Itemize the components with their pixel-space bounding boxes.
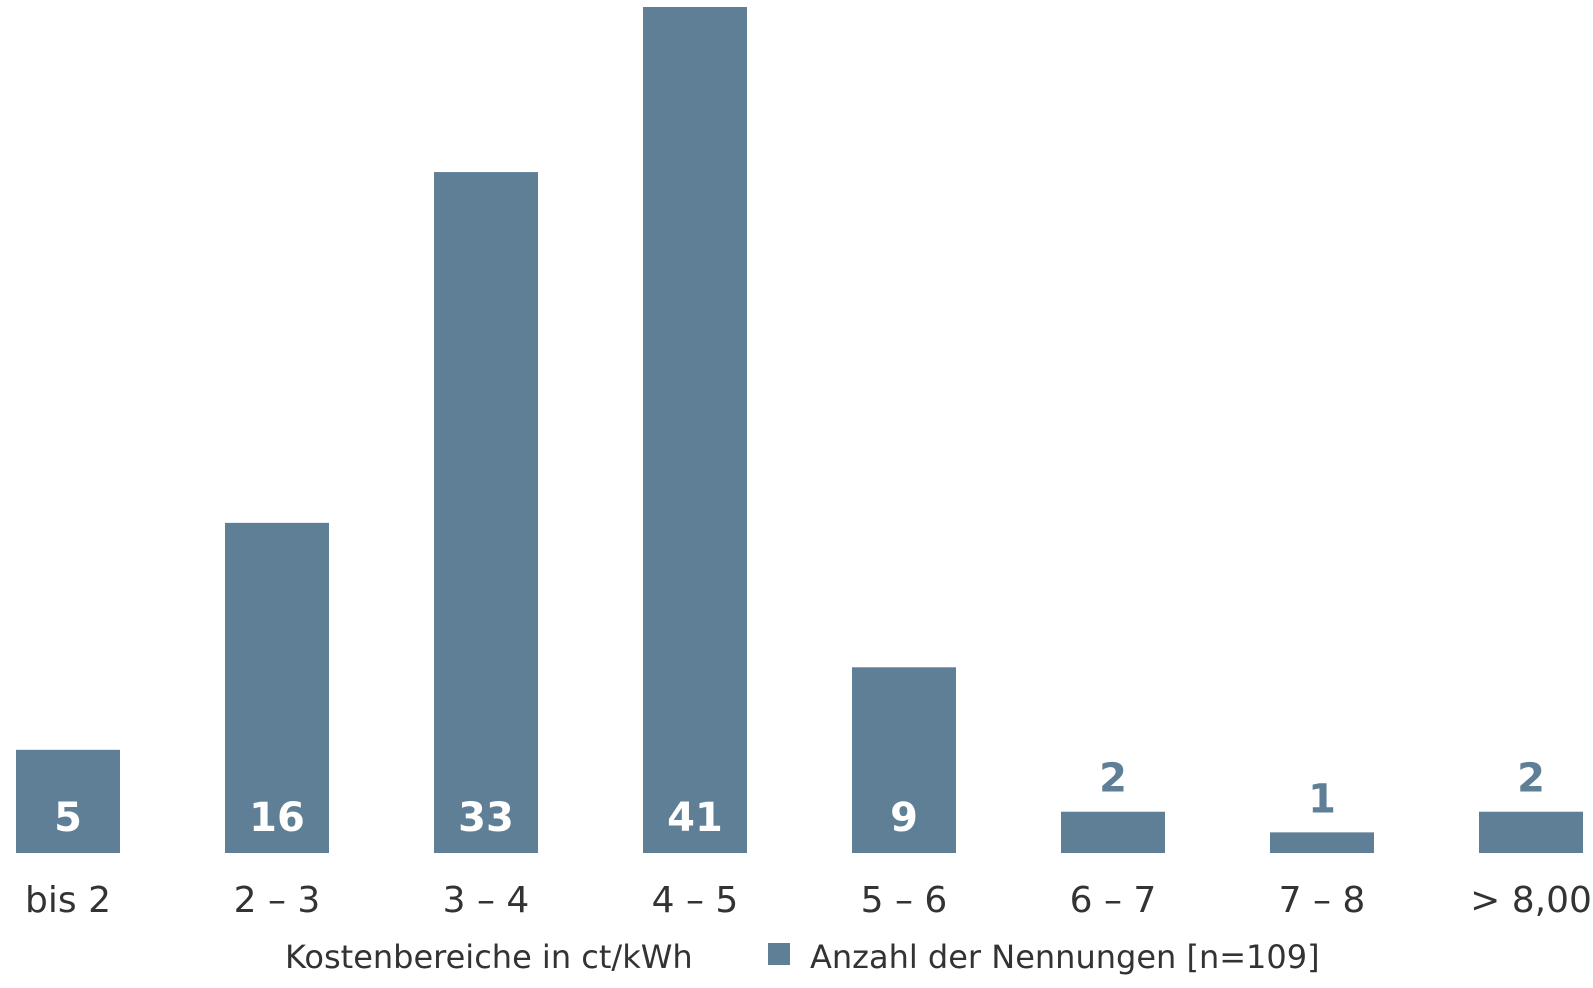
x-axis-title: Kostenbereiche in ct/kWh bbox=[285, 938, 693, 976]
legend-swatch bbox=[768, 943, 790, 965]
category-label-0: bis 2 bbox=[25, 880, 111, 921]
bar-0 bbox=[16, 749, 120, 853]
bar-value-label-5: 2 bbox=[1099, 756, 1127, 802]
category-label-6: 7 – 8 bbox=[1279, 880, 1366, 921]
category-label-1: 2 – 3 bbox=[234, 880, 321, 921]
bar-value-label-6: 1 bbox=[1308, 776, 1336, 822]
category-label-4: 5 – 6 bbox=[861, 880, 948, 921]
bar-6 bbox=[1270, 832, 1374, 853]
bar-5 bbox=[1061, 811, 1165, 853]
bar-value-label-7: 2 bbox=[1517, 756, 1545, 802]
legend-label: Anzahl der Nennungen [n=109] bbox=[810, 938, 1320, 976]
category-labels-layer: bis 2 2 – 3 3 – 4 4 – 5 5 – 6 6 – 7 7 – 8 > 8,0… bbox=[25, 880, 1592, 921]
bar-value-label-0: 5 bbox=[54, 795, 82, 841]
bar-4 bbox=[852, 667, 956, 853]
category-label-5: 6 – 7 bbox=[1070, 880, 1157, 921]
bar-2 bbox=[434, 172, 538, 853]
bar-value-label-1: 16 bbox=[249, 795, 305, 841]
category-label-2: 3 – 4 bbox=[443, 880, 530, 921]
category-label-7: > 8,00 bbox=[1470, 880, 1592, 921]
value-labels-layer: 5 16 33 41 9 2 1 2 bbox=[54, 756, 1545, 841]
bar-value-label-3: 41 bbox=[667, 795, 723, 841]
category-label-3: 4 – 5 bbox=[652, 880, 739, 921]
bar-1 bbox=[225, 522, 329, 853]
bars-layer bbox=[16, 7, 1583, 853]
bar-value-label-2: 33 bbox=[458, 795, 514, 841]
bar-3 bbox=[643, 7, 747, 853]
bar-7 bbox=[1479, 811, 1583, 853]
bar-value-label-4: 9 bbox=[890, 795, 918, 841]
